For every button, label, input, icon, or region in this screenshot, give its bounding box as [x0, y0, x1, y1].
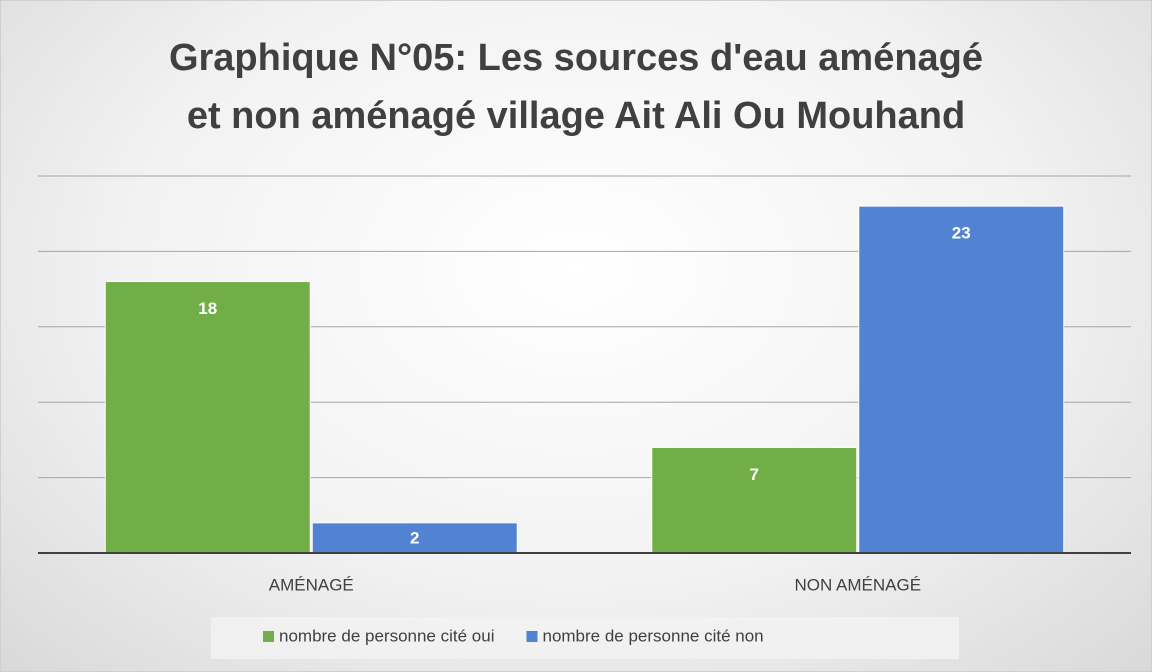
bar	[651, 446, 858, 554]
legend-box	[211, 617, 959, 659]
data-label: 2	[410, 528, 419, 547]
data-label: 7	[750, 465, 759, 484]
legend-label: nombre de personne cité non	[542, 626, 763, 645]
x-tick-label: AMÉNAGÉ	[269, 575, 354, 594]
legend-swatch	[526, 631, 538, 642]
chart-title: Graphique N°05: Les sources d'eau aménag…	[168, 37, 984, 137]
bar	[858, 205, 1065, 554]
legend: nombre de personne cité oui nombre de per…	[211, 617, 959, 659]
legend-swatch	[263, 631, 274, 642]
bar	[104, 281, 311, 554]
legend-label: nombre de personne cité oui	[279, 626, 494, 645]
data-label: 18	[198, 299, 217, 318]
x-tick-label: NON AMÉNAGÉ	[794, 575, 921, 594]
data-label: 23	[952, 224, 971, 243]
